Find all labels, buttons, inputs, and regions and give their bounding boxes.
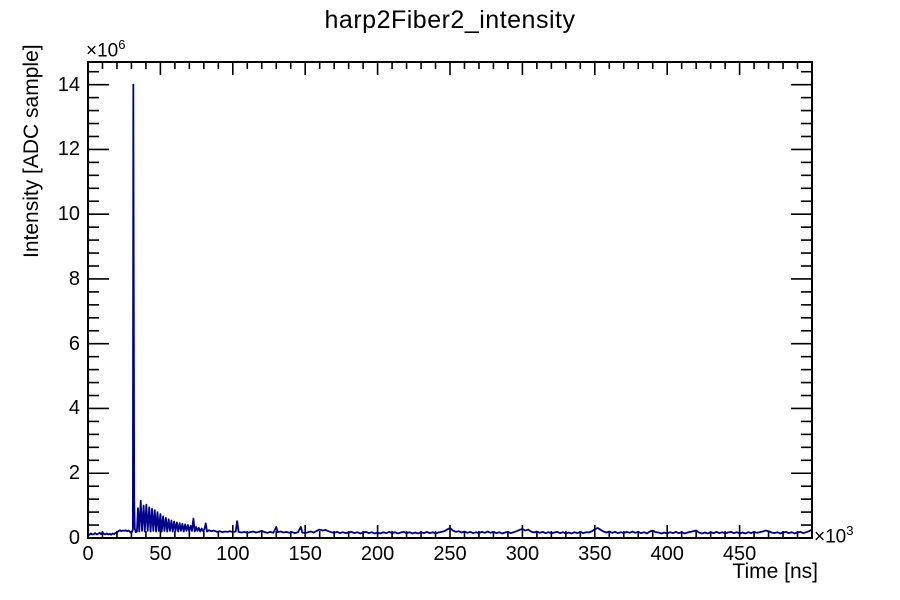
y-tick-label: 0: [68, 527, 80, 549]
x-tick-label: 200: [360, 543, 395, 565]
x-tick-label: 0: [82, 543, 94, 565]
y-axis-multiplier: ×106: [86, 37, 125, 62]
y-tick-label: 8: [68, 267, 80, 290]
x-tick-label: 300: [505, 543, 540, 565]
x-tick-label: 100: [216, 543, 250, 565]
plot-frame: [87, 61, 813, 539]
x-axis-title: Time [ns]: [732, 560, 818, 583]
x-tick-label: 50: [149, 543, 172, 565]
x-tick-label: 150: [288, 543, 322, 565]
y-tick-label: 2: [68, 462, 80, 485]
chart-title: harp2Fiber2_intensity: [324, 6, 576, 34]
y-axis-multiplier-base: ×10: [86, 40, 119, 62]
y-tick-label: 12: [57, 138, 80, 161]
y-tick-label: 4: [68, 397, 80, 420]
y-axis-multiplier-exponent: 6: [118, 37, 126, 52]
y-tick-label: 14: [57, 73, 80, 96]
x-tick-label: 450: [722, 543, 757, 565]
y-tick-label: 6: [68, 332, 80, 355]
x-tick-label: 350: [578, 543, 612, 565]
y-tick-label: 10: [57, 203, 80, 226]
x-axis-multiplier-exponent: 3: [846, 523, 854, 538]
x-axis-multiplier-base: ×10: [814, 526, 847, 548]
data-series-line: [87, 83, 813, 536]
x-axis-multiplier: ×103: [814, 523, 853, 548]
x-tick-label: 400: [650, 543, 684, 565]
x-tick-label: 250: [433, 543, 467, 565]
